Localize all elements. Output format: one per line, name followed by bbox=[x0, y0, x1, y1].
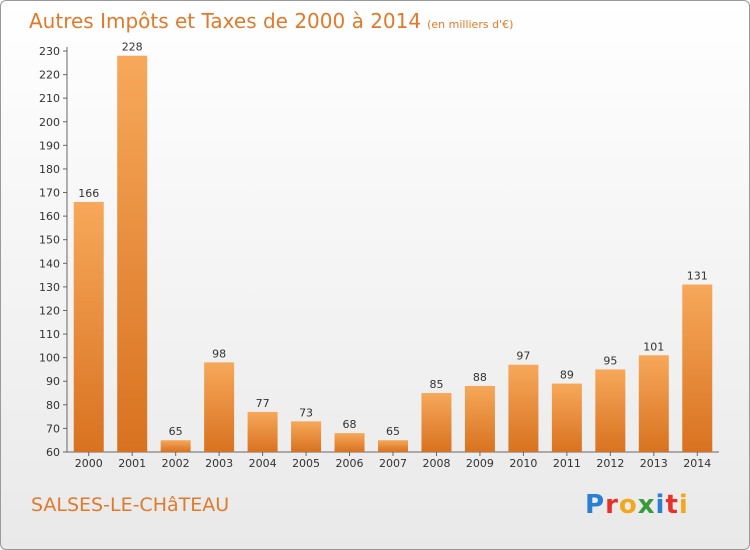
x-tick-label: 2005 bbox=[292, 457, 320, 470]
x-tick-label: 2003 bbox=[205, 457, 233, 470]
bar-value-label: 65 bbox=[386, 425, 400, 438]
bar-2004 bbox=[247, 411, 278, 452]
x-tick-label: 2010 bbox=[509, 457, 537, 470]
bar-value-label: 65 bbox=[169, 425, 183, 438]
bar-2009 bbox=[464, 385, 495, 452]
bar-2013 bbox=[638, 355, 669, 452]
bar-value-label: 95 bbox=[603, 354, 617, 367]
bar-value-label: 101 bbox=[643, 340, 664, 353]
x-tick-label: 2006 bbox=[336, 457, 364, 470]
logo-letter: x bbox=[637, 490, 656, 520]
x-tick-label: 2012 bbox=[596, 457, 624, 470]
x-tick-label: 2013 bbox=[640, 457, 668, 470]
x-tick-label: 2000 bbox=[75, 457, 103, 470]
x-tick-label: 2011 bbox=[553, 457, 581, 470]
y-tick-label: 110 bbox=[39, 328, 60, 341]
bar-value-label: 97 bbox=[516, 350, 530, 363]
bar-2011 bbox=[551, 383, 582, 452]
bar-value-label: 73 bbox=[299, 406, 313, 419]
y-tick-label: 200 bbox=[39, 116, 60, 129]
x-tick-label: 2004 bbox=[249, 457, 277, 470]
y-tick-label: 70 bbox=[46, 422, 60, 435]
bar-2000 bbox=[73, 201, 104, 452]
y-tick-label: 60 bbox=[46, 446, 60, 459]
y-tick-label: 170 bbox=[39, 187, 60, 200]
y-tick-label: 100 bbox=[39, 352, 60, 365]
x-tick-label: 2007 bbox=[379, 457, 407, 470]
bar-2007 bbox=[378, 440, 408, 452]
bar-2014 bbox=[682, 284, 713, 452]
bar-2005 bbox=[291, 421, 322, 452]
x-tick-label: 2014 bbox=[683, 457, 711, 470]
x-tick-label: 2009 bbox=[466, 457, 494, 470]
logo-letter: i bbox=[655, 490, 666, 520]
chart-title-text: Autres Impôts et Taxes de 2000 à 2014 bbox=[29, 9, 422, 33]
y-tick-label: 230 bbox=[39, 45, 60, 58]
logo-letter: r bbox=[605, 490, 619, 520]
y-tick-label: 140 bbox=[39, 257, 60, 270]
bar-2006 bbox=[334, 433, 365, 452]
y-tick-label: 90 bbox=[46, 375, 60, 388]
bar-value-label: 228 bbox=[122, 41, 143, 54]
y-tick-label: 150 bbox=[39, 234, 60, 247]
x-tick-label: 2008 bbox=[422, 457, 450, 470]
y-tick-label: 80 bbox=[46, 399, 60, 412]
y-tick-label: 180 bbox=[39, 163, 60, 176]
commune-name: SALSES-LE-CHâTEAU bbox=[31, 494, 230, 516]
y-tick-label: 160 bbox=[39, 210, 60, 223]
logo-letter: t bbox=[665, 490, 679, 520]
logo-letter: P bbox=[585, 490, 606, 520]
bar-value-label: 89 bbox=[560, 369, 574, 382]
x-tick-label: 2002 bbox=[162, 457, 190, 470]
y-tick-label: 210 bbox=[39, 92, 60, 105]
bar-2008 bbox=[421, 393, 452, 452]
y-tick-label: 120 bbox=[39, 304, 60, 317]
bar-2001 bbox=[117, 55, 148, 452]
y-tick-label: 220 bbox=[39, 69, 60, 82]
bar-value-label: 131 bbox=[687, 270, 708, 283]
chart-title: Autres Impôts et Taxes de 2000 à 2014 (en… bbox=[29, 9, 513, 33]
logo-letter: o bbox=[618, 490, 638, 520]
bar-value-label: 98 bbox=[212, 347, 226, 360]
bar-value-label: 166 bbox=[78, 187, 99, 200]
bar-2003 bbox=[204, 362, 235, 452]
bar-value-label: 68 bbox=[343, 418, 357, 431]
bar-value-label: 77 bbox=[256, 397, 270, 410]
proxiti-logo: Proxiti bbox=[585, 490, 689, 520]
unit-note: (en milliers d'€) bbox=[427, 18, 514, 31]
y-tick-label: 130 bbox=[39, 281, 60, 294]
x-tick-label: 2001 bbox=[118, 457, 146, 470]
y-tick-label: 190 bbox=[39, 139, 60, 152]
bar-2002 bbox=[160, 440, 191, 452]
bar-value-label: 88 bbox=[473, 371, 487, 384]
logo-letter: i bbox=[678, 490, 689, 520]
bar-2010 bbox=[508, 364, 539, 452]
bar-value-label: 85 bbox=[429, 378, 443, 391]
bar-2012 bbox=[595, 369, 626, 452]
